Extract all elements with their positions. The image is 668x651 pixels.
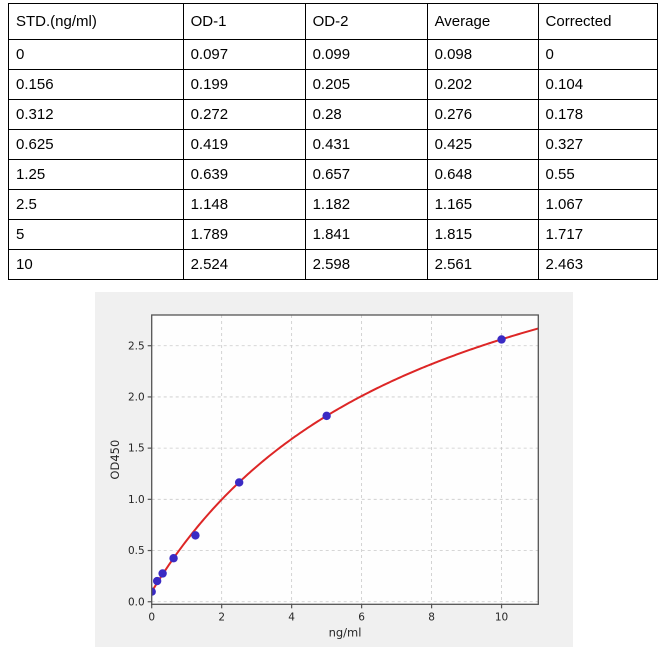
table-cell: 1.067 — [537, 189, 659, 220]
table-cell: 0 — [8, 39, 184, 70]
table-header-cell: Corrected — [537, 3, 659, 40]
x-axis-label: ng/ml — [329, 625, 362, 639]
table-row: 5 1.789 1.841 1.815 1.717 — [8, 219, 659, 250]
table-cell: 10 — [8, 249, 184, 280]
table-cell: 0.099 — [304, 39, 428, 70]
table-header-cell: OD-2 — [304, 3, 428, 40]
data-point — [151, 587, 156, 596]
table-cell: 1.165 — [426, 189, 539, 220]
y-tick-label: 1.5 — [128, 443, 145, 455]
table-row: 10 2.524 2.598 2.561 2.463 — [8, 249, 659, 280]
table-row: 1.25 0.639 0.657 0.648 0.55 — [8, 159, 659, 190]
table-cell: 1.815 — [426, 219, 539, 250]
data-point — [234, 478, 244, 487]
table-cell: 1.25 — [8, 159, 184, 190]
table-cell: 0.156 — [8, 69, 184, 100]
table-cell: 0.431 — [304, 129, 428, 160]
table-cell: 0.327 — [537, 129, 659, 160]
x-tick-label: 0 — [148, 611, 155, 623]
table-body: 0 0.097 0.099 0.098 0 0.156 0.199 0.205 0.202 0.1… — [8, 39, 659, 280]
table-cell: 0.55 — [537, 159, 659, 190]
table-row: 2.5 1.148 1.182 1.165 1.067 — [8, 189, 659, 220]
y-tick-labels: 0.0 0.5 1.0 1.5 2.0 2.5 — [128, 340, 145, 608]
y-tick-label: 2.0 — [128, 392, 145, 404]
table-cell: 2.463 — [537, 249, 659, 280]
table-cell: 0.639 — [182, 159, 306, 190]
data-point — [169, 554, 178, 563]
standards-table-container: STD.(ng/ml) OD-1 OD-2 Average Corrected 0 0.0… — [8, 3, 659, 280]
table-cell: 0.425 — [426, 129, 539, 160]
table-header-cell: OD-1 — [182, 3, 306, 40]
table-cell: 1.717 — [537, 219, 659, 250]
x-tick-label: 4 — [288, 611, 295, 623]
plot-border — [151, 314, 539, 605]
table-cell: 2.598 — [304, 249, 428, 280]
data-point — [158, 569, 167, 578]
table-header-cell: Average — [426, 3, 539, 40]
table-cell: 0.272 — [182, 99, 306, 130]
data-points — [151, 335, 506, 596]
x-tick-label: 8 — [428, 611, 435, 623]
table-cell: 0.097 — [182, 39, 306, 70]
table-row: 0 0.097 0.099 0.098 0 — [8, 39, 659, 70]
x-tick-labels: 0 2 4 6 8 10 — [148, 611, 508, 623]
table-cell: 2.5 — [8, 189, 184, 220]
table-cell: 1.148 — [182, 189, 306, 220]
standard-curve-figure: 0 2 4 6 8 10 0.0 0.5 1.0 1.5 2.0 2.5 ng/ml OD450 — [95, 292, 573, 647]
x-tick-label: 2 — [218, 611, 225, 623]
table-cell: 0.312 — [8, 99, 184, 130]
table-row: 0.625 0.419 0.431 0.425 0.327 — [8, 129, 659, 160]
table-cell: 2.524 — [182, 249, 306, 280]
y-axis-ticks — [147, 345, 152, 603]
y-tick-label: 0.0 — [128, 596, 145, 608]
table-cell: 1.789 — [182, 219, 306, 250]
table-row: 0.312 0.272 0.28 0.276 0.178 — [8, 99, 659, 130]
table-cell: 0.104 — [537, 69, 659, 100]
table-cell: 1.841 — [304, 219, 428, 250]
table-cell: 0.202 — [426, 69, 539, 100]
plot-area — [151, 315, 539, 605]
y-tick-label: 2.5 — [128, 340, 145, 352]
x-axis-ticks — [151, 604, 503, 609]
data-point — [497, 335, 506, 344]
y-tick-label: 0.5 — [128, 545, 145, 557]
standard-curve-chart: 0 2 4 6 8 10 0.0 0.5 1.0 1.5 2.0 2.5 ng/ml OD450 — [108, 314, 539, 639]
fit-curve — [151, 327, 539, 593]
table-cell: 0.199 — [182, 69, 306, 100]
table-cell: 0.657 — [304, 159, 428, 190]
table-cell: 2.561 — [426, 249, 539, 280]
table-cell: 0.205 — [304, 69, 428, 100]
grid-lines — [151, 315, 539, 605]
table-cell: 1.182 — [304, 189, 428, 220]
table-header-row: STD.(ng/ml) OD-1 OD-2 Average Corrected — [8, 3, 659, 40]
table-cell: 0.625 — [8, 129, 184, 160]
data-layer — [151, 327, 539, 596]
data-point — [322, 411, 331, 421]
x-tick-label: 6 — [358, 611, 365, 623]
table-row: 0.156 0.199 0.205 0.202 0.104 — [8, 69, 659, 100]
table-cell: 0.648 — [426, 159, 539, 190]
y-axis-label: OD450 — [108, 440, 122, 480]
table-cell: 0.098 — [426, 39, 539, 70]
table-cell: 5 — [8, 219, 184, 250]
table-header-cell: STD.(ng/ml) — [8, 3, 184, 40]
data-point — [152, 576, 162, 586]
x-tick-label: 10 — [495, 611, 508, 623]
table-cell: 0.178 — [537, 99, 659, 130]
table-cell: 0.28 — [304, 99, 428, 130]
y-tick-label: 1.0 — [128, 494, 145, 506]
data-point — [191, 531, 200, 540]
table-cell: 0.419 — [182, 129, 306, 160]
standards-table: STD.(ng/ml) OD-1 OD-2 Average Corrected 0 0.0… — [8, 3, 659, 280]
table-cell: 0.276 — [426, 99, 539, 130]
table-cell: 0 — [537, 39, 659, 70]
